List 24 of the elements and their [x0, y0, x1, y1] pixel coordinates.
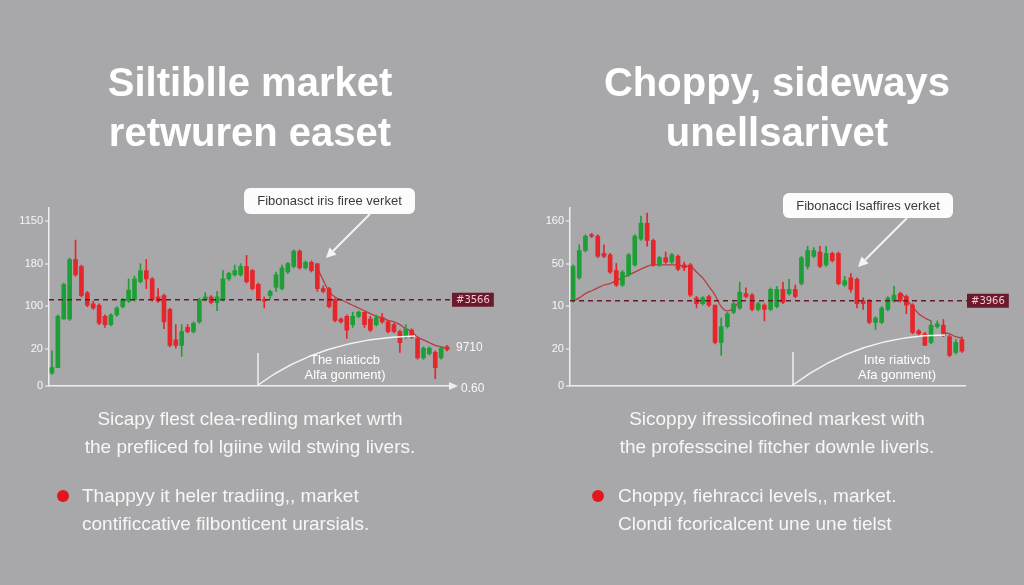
text: 20 — [30, 342, 43, 355]
annotation: Inte riativcb Afa gonment) — [856, 352, 937, 382]
text: 0.60 — [461, 381, 485, 396]
text: Sicapy flest clea-redling market wrth the prefliced fol lgiine wild stwing livers. — [83, 407, 417, 459]
text: 50 — [551, 257, 564, 270]
text: Choppy, fiehracci levels,, market. Clondi fcoricalcent une une tielst — [618, 484, 897, 536]
text: 180 — [24, 257, 43, 270]
text: #3566 — [456, 293, 490, 305]
text: 20 — [551, 342, 564, 355]
annotation: The niaticcb Alfa gonment) — [303, 352, 387, 382]
text: 10 — [551, 299, 564, 312]
text: 0 — [557, 379, 564, 392]
chart-title: Choppy, sideways unellsarivet — [603, 59, 951, 156]
text: #3966 — [971, 294, 1005, 306]
text: 100 — [24, 299, 43, 312]
text: Fibonasct iris firee verket — [244, 188, 415, 214]
text: 160 — [545, 214, 564, 227]
annotation: Fibonacci Isaffires verket — [783, 193, 953, 218]
text: 1150 — [19, 214, 43, 227]
text: Thappyy it heler tradiing,, market contificcative filbonticent urarsials. — [82, 484, 370, 536]
text: 0 — [36, 379, 43, 392]
text: 9710 — [456, 340, 484, 355]
chart-title: Siltiblle market retwuren easet — [106, 59, 394, 156]
text: Sicoppy ifressicofined markest with the professcinel fitcher downle liverls. — [618, 407, 936, 459]
